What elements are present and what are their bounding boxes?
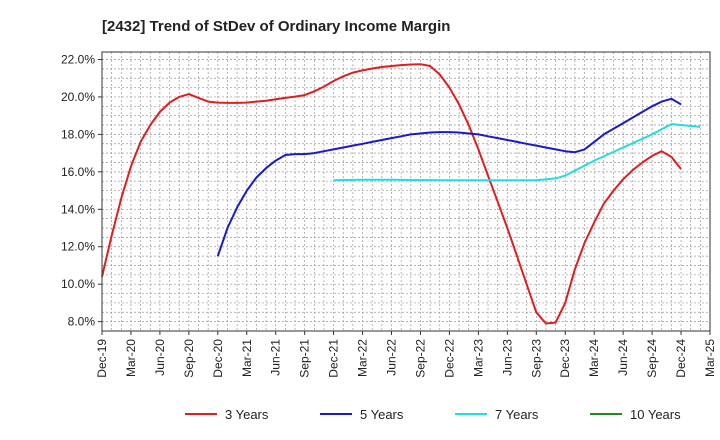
x-tick-label: Sep-23 (529, 339, 543, 378)
series-line-5-years (216, 97, 682, 257)
plot-area (101, 51, 711, 332)
x-tick-label: Sep-21 (298, 339, 312, 378)
y-tick-label: 10.0% (61, 277, 95, 291)
legend-label-7-years: 7 Years (495, 407, 539, 422)
x-tick-label: Dec-24 (674, 339, 688, 378)
x-tick-label: Sep-22 (413, 339, 427, 378)
y-tick-label: 20.0% (61, 90, 95, 104)
x-tick-label: Mar-21 (240, 339, 254, 377)
x-tick-label: Dec-23 (558, 339, 572, 378)
y-tick-label: 22.0% (61, 52, 95, 66)
series-line-3-years (101, 63, 682, 325)
legend-label-5-years: 5 Years (360, 407, 404, 422)
y-tick-label: 18.0% (61, 127, 95, 141)
y-tick-label: 8.0% (68, 315, 96, 329)
x-tick-label: Jun-20 (153, 339, 167, 376)
legend-label-10-years: 10 Years (630, 407, 681, 422)
x-tick-label: Mar-22 (356, 339, 370, 377)
x-tick-label: Sep-24 (645, 339, 659, 378)
y-tick-label: 14.0% (61, 202, 95, 216)
chart-title: [2432] Trend of StDev of Ordinary Income… (102, 18, 450, 35)
x-tick-label: Jun-23 (500, 339, 514, 376)
y-tick-label: 12.0% (61, 240, 95, 254)
x-tick-label: Mar-20 (124, 339, 138, 377)
x-tick-label: Sep-20 (182, 339, 196, 378)
x-tick-label: Jun-24 (616, 339, 630, 376)
x-tick-label: Mar-23 (471, 339, 485, 377)
x-tick-label: Dec-20 (211, 339, 225, 378)
x-tick-label: Dec-21 (327, 339, 341, 378)
legend-label-3-years: 3 Years (225, 407, 269, 422)
x-tick-label: Dec-22 (442, 339, 456, 378)
x-tick-label: Dec-19 (95, 339, 109, 378)
y-tick-label: 16.0% (61, 165, 95, 179)
x-tick-label: Jun-21 (269, 339, 283, 376)
series-line-7-years (333, 123, 701, 182)
x-tick-label: Mar-24 (587, 339, 601, 377)
x-tick-label: Jun-22 (385, 339, 399, 376)
x-tick-label: Mar-25 (703, 339, 717, 377)
